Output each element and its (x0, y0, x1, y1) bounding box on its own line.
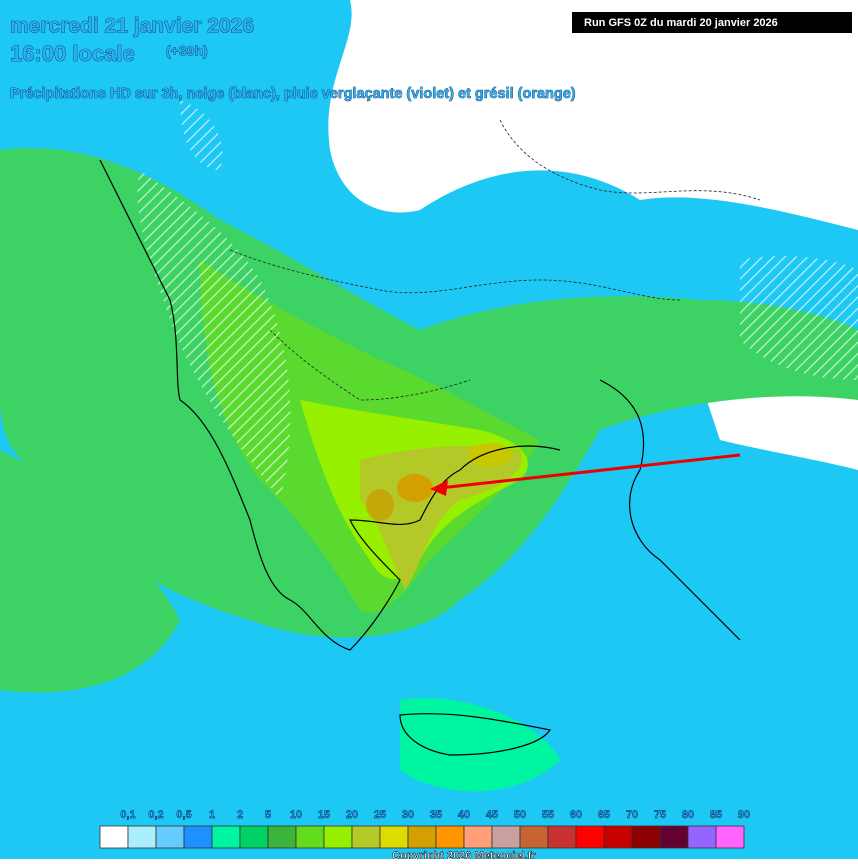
legend-swatch (435, 825, 465, 849)
legend-label: 1 (209, 809, 215, 821)
legend-label: 90 (738, 809, 750, 821)
legend-label: 35 (430, 809, 442, 821)
legend-label: 20 (346, 809, 358, 821)
legend-label: 80 (682, 809, 694, 821)
legend-label: 70 (626, 809, 638, 821)
legend-swatch (407, 825, 437, 849)
legend-swatch (155, 825, 185, 849)
legend-swatch (463, 825, 493, 849)
legend-label: 5 (265, 809, 271, 821)
legend-label: 0,1 (120, 809, 135, 821)
legend-swatch (323, 825, 353, 849)
legend-label: 0,5 (176, 809, 191, 821)
pointer-arrow (439, 453, 741, 490)
legend-label: 55 (542, 809, 554, 821)
legend-swatch (99, 825, 129, 849)
legend-swatch (491, 825, 521, 849)
legend-swatch (659, 825, 689, 849)
legend-label: 10 (290, 809, 302, 821)
legend-swatch (715, 825, 745, 849)
legend-swatch (547, 825, 577, 849)
legend-swatch (267, 825, 297, 849)
coastlines (99, 119, 761, 756)
forecast-time: 16:00 locale (10, 41, 135, 66)
legend-label: 30 (402, 809, 414, 821)
legend-swatch (379, 825, 409, 849)
legend-label: 75 (654, 809, 666, 821)
legend-swatch (519, 825, 549, 849)
legend-swatch (631, 825, 661, 849)
forecast-offset: (+39h) (166, 43, 208, 59)
legend: 0,1 0,2 0,5 1 2 5 10 15 20 25 30 35 40 45 50 55 60 65 70 75… (99, 809, 750, 849)
precip-field (0, 0, 858, 792)
legend-label: 40 (458, 809, 470, 821)
legend-label: 2 (237, 809, 243, 821)
copyright: Copyright 2026 Meteociel.fr (392, 850, 536, 859)
legend-label: 60 (570, 809, 582, 821)
legend-label: 65 (598, 809, 610, 821)
arrow-head (430, 480, 448, 496)
legend-swatch (295, 825, 325, 849)
run-label: Run GFS 0Z du mardi 20 janvier 2026 (584, 17, 778, 29)
legend-swatch (575, 825, 605, 849)
legend-label: 50 (514, 809, 526, 821)
legend-swatch (127, 825, 157, 849)
legend-swatch (239, 825, 269, 849)
legend-label: 0,2 (148, 809, 163, 821)
subtitle: Précipitations HD sur 3h, neige (blanc),… (10, 86, 576, 102)
legend-label: 15 (318, 809, 330, 821)
run-label-box (572, 12, 852, 33)
legend-label: 45 (486, 809, 498, 821)
forecast-date: mercredi 21 janvier 2026 (10, 15, 254, 38)
legend-label: 85 (710, 809, 722, 821)
legend-swatch (211, 825, 241, 849)
legend-swatch (603, 825, 633, 849)
legend-swatch (351, 825, 381, 849)
legend-swatch (687, 825, 717, 849)
legend-swatch (183, 825, 213, 849)
legend-label: 25 (374, 809, 386, 821)
